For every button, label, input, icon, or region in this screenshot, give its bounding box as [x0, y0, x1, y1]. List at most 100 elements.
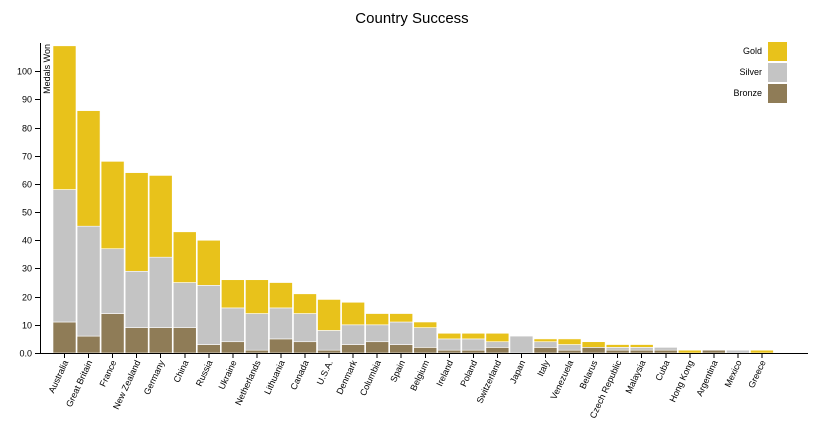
legend: Gold Silver Bronze — [733, 42, 787, 103]
x-tick-label: Columbia — [358, 359, 383, 398]
bar-gold — [437, 332, 462, 340]
bar-silver — [653, 347, 678, 351]
y-tick-label: 100 — [17, 67, 32, 77]
y-axis-label: Medals Won — [42, 44, 52, 94]
bar-bronze — [124, 327, 149, 354]
bar-silver — [172, 282, 197, 328]
bar-gold — [269, 282, 293, 309]
bar-bronze — [317, 349, 341, 354]
y-tick-label: 10 — [22, 321, 32, 331]
bar-gold — [389, 313, 414, 323]
x-tick-label: Canada — [288, 359, 310, 392]
x-tick-label: Cuba — [653, 359, 671, 383]
x-tick-label: Italy — [535, 358, 551, 378]
bar-silver — [726, 349, 750, 354]
bar-bronze — [293, 341, 317, 354]
bar-gold — [677, 349, 702, 354]
legend-label: Silver — [739, 67, 762, 77]
bar-bronze — [533, 347, 558, 354]
x-tick-label: Switzerland — [474, 359, 503, 405]
x-tick-label: Germany — [142, 358, 167, 396]
bar-silver — [485, 341, 510, 348]
bar-silver — [437, 338, 462, 351]
bar-bronze — [341, 344, 365, 354]
x-tick-label: Mexico — [723, 359, 744, 389]
bar-gold — [100, 161, 125, 250]
bar-silver — [100, 248, 125, 314]
bar-silver — [52, 189, 77, 323]
x-tick-label: Argentina — [694, 359, 719, 398]
bar-silver — [413, 327, 438, 348]
x-tick-label: Ireland — [434, 359, 455, 388]
bar-gold — [485, 332, 510, 343]
bar-bronze — [52, 321, 77, 354]
bar-bronze — [653, 349, 678, 354]
bar-gold — [245, 279, 269, 314]
bar-bronze — [605, 349, 630, 354]
bar-silver — [76, 225, 101, 337]
bar-bronze — [437, 349, 462, 354]
y-tick-label: 30 — [22, 264, 32, 274]
bar-silver — [629, 347, 654, 351]
bar-gold — [293, 293, 317, 314]
bar-bronze — [269, 338, 293, 354]
y-tick-label: 80 — [22, 124, 32, 134]
y-tick-label: 50 — [22, 208, 32, 218]
y-tick-label: 70 — [22, 152, 32, 162]
x-tick-label: Japan — [508, 359, 527, 385]
bar-bronze — [100, 313, 125, 354]
bar-silver — [461, 338, 486, 351]
bar-gold — [341, 301, 365, 326]
bar-gold — [52, 45, 77, 190]
bar-gold — [172, 231, 197, 283]
y-tick-label: 90 — [22, 95, 32, 105]
x-tick-label: Venezuela — [549, 359, 576, 401]
x-tick-label: Belarus — [577, 358, 599, 390]
bar-gold — [533, 338, 558, 343]
x-tick-label: Australia — [46, 359, 70, 395]
bar-silver — [317, 330, 341, 351]
x-tick-label: Ukraine — [216, 359, 238, 391]
y-axis: Medals Won 0.0 10 20 30 40 50 60 70 80 90 100 — [17, 43, 52, 359]
bar-gold — [750, 349, 774, 354]
bar-bronze — [485, 347, 510, 354]
bar-bronze — [581, 347, 606, 354]
x-tick-label: U.S.A. — [315, 359, 335, 387]
bar-bronze — [389, 344, 414, 354]
y-tick-label: 40 — [22, 236, 32, 246]
bar-bronze — [245, 349, 269, 354]
bar-silver — [341, 324, 365, 345]
bar-silver — [557, 344, 582, 351]
bar-gold — [124, 172, 149, 272]
bar-gold — [605, 344, 630, 348]
bar-bronze — [365, 341, 389, 354]
legend-swatch-silver — [768, 63, 787, 82]
bar-silver — [389, 321, 414, 345]
bar-silver — [124, 270, 149, 328]
bar-gold — [317, 299, 341, 331]
bar-bronze — [629, 349, 654, 354]
x-tick-label: Netherlands — [233, 358, 263, 407]
bar-gold — [461, 332, 486, 340]
bar-bronze — [461, 349, 486, 354]
x-tick-label: Belgium — [408, 359, 431, 393]
bar-gold — [221, 279, 245, 309]
x-tick-label: Russia — [194, 359, 215, 388]
y-tick-label: 60 — [22, 180, 32, 190]
bar-silver — [148, 256, 173, 328]
bar-gold — [76, 110, 101, 227]
legend-label: Gold — [743, 46, 762, 56]
bar-bronze — [702, 349, 726, 354]
bar-bronze — [413, 347, 438, 354]
bar-gold — [581, 341, 606, 348]
legend-swatch-gold — [768, 42, 787, 61]
legend-swatch-bronze — [768, 84, 787, 103]
bar-gold — [629, 344, 654, 348]
bar-bronze — [221, 341, 245, 354]
bar-bronze — [76, 335, 101, 354]
bar-silver — [293, 313, 317, 343]
bar-bronze — [197, 344, 221, 354]
chart-title: Country Success — [355, 10, 468, 27]
